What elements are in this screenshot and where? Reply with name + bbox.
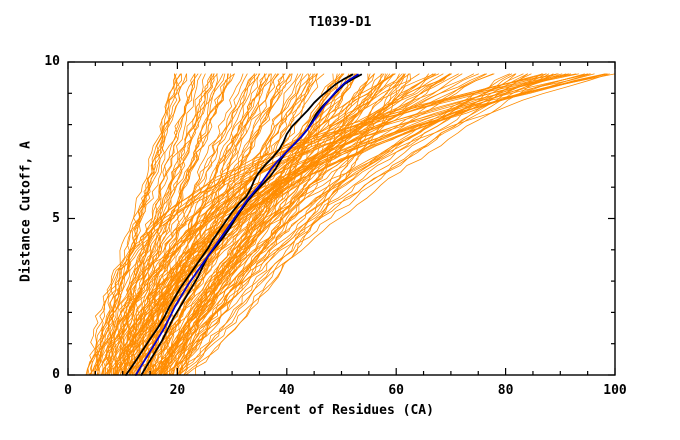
prediction-curve (141, 73, 318, 376)
prediction-curve (167, 73, 610, 376)
prediction-curve (176, 73, 547, 376)
prediction-curve (104, 73, 213, 376)
prediction-curve (96, 73, 547, 376)
prediction-curve (148, 73, 591, 376)
x-tick-label: 80 (497, 383, 514, 398)
prediction-curve (110, 73, 559, 376)
prediction-curve (176, 73, 371, 376)
x-tick-label: 40 (278, 383, 295, 398)
prediction-curve (176, 73, 532, 376)
highlight-curve-highlight-black-1 (125, 73, 354, 376)
prediction-curve (114, 73, 435, 376)
prediction-curve (121, 73, 256, 376)
prediction-curve (152, 73, 608, 376)
prediction-curve (88, 73, 181, 376)
y-tick-label: 0 (52, 367, 60, 382)
prediction-curve (170, 73, 376, 376)
prediction-curve (165, 73, 608, 376)
prediction-curve (135, 73, 591, 376)
prediction-curve (114, 73, 231, 376)
prediction-curve (195, 73, 554, 376)
prediction-curve (106, 73, 215, 376)
prediction-curve (129, 73, 572, 376)
prediction-curve (121, 73, 256, 376)
prediction-curve (157, 73, 350, 376)
prediction-curve (87, 73, 182, 376)
highlight-curve-highlight-blue (134, 73, 359, 376)
prediction-curve (146, 73, 595, 376)
prediction-curve (149, 73, 585, 376)
prediction-curve (178, 73, 406, 376)
prediction-curve (89, 73, 187, 376)
prediction-curve (163, 73, 524, 376)
prediction-curve (96, 73, 558, 376)
prediction-curve (107, 73, 570, 376)
prediction-curve (129, 73, 450, 376)
x-tick-label: 0 (64, 383, 72, 398)
prediction-curve (163, 73, 385, 376)
prediction-curve (130, 73, 579, 376)
prediction-curve (157, 73, 487, 376)
y-tick-label: 10 (44, 54, 60, 69)
prediction-curve (100, 73, 224, 376)
prediction-ensemble-curves (85, 73, 616, 376)
prediction-curve (179, 73, 550, 376)
x-tick-label: 100 (603, 383, 627, 398)
prediction-curve (175, 73, 529, 376)
prediction-curve (126, 73, 577, 376)
y-tick-label: 5 (52, 210, 60, 226)
prediction-curve (93, 73, 196, 376)
prediction-curve (152, 73, 606, 376)
prediction-curve (117, 73, 258, 376)
prediction-curve (108, 73, 235, 376)
chart-title: T1039-D1 (308, 15, 372, 30)
x-tick-label: 60 (388, 383, 405, 398)
highlight-curves (125, 73, 363, 376)
axis-frame (67, 61, 616, 376)
x-axis-label: Percent of Residues (CA) (246, 403, 434, 418)
x-tick-label: 20 (169, 383, 186, 398)
